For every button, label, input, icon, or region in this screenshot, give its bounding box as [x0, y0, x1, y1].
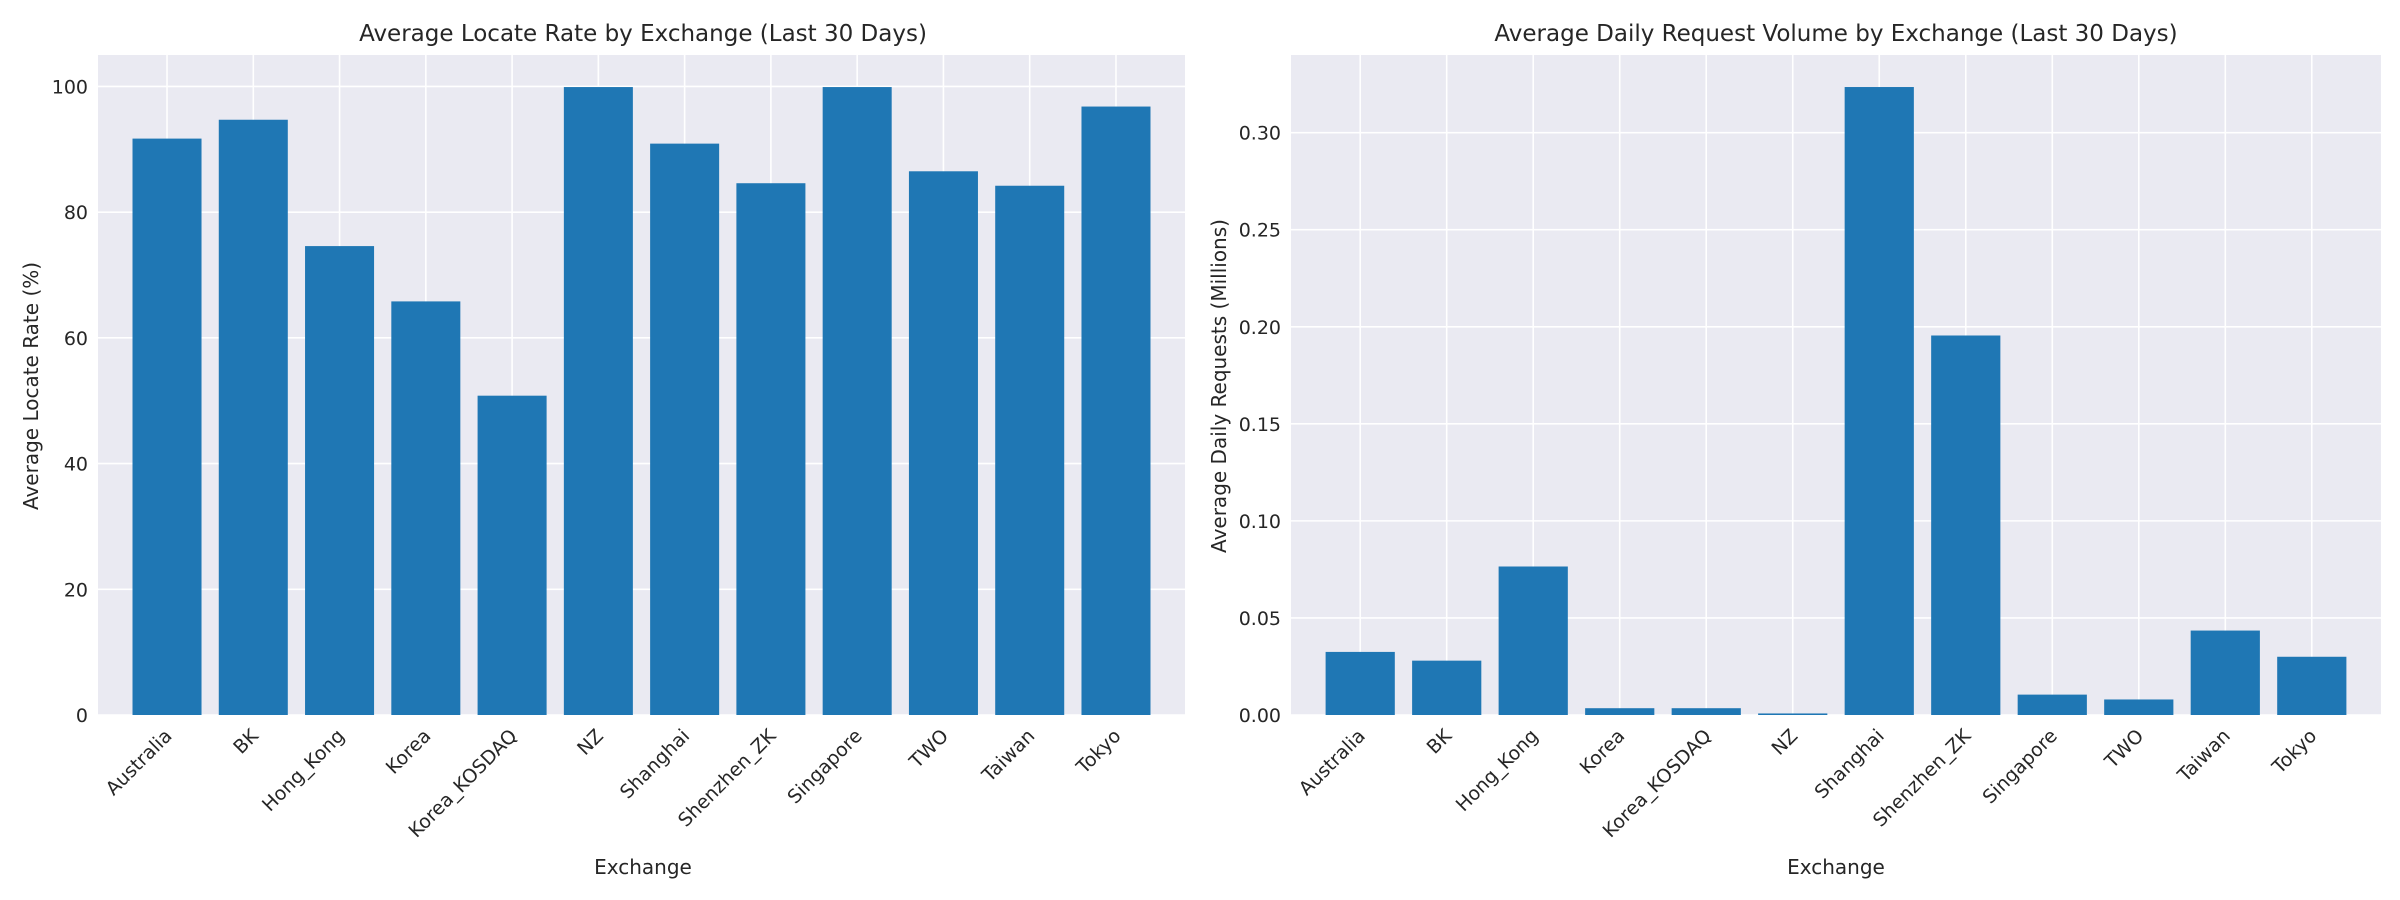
- chart-title: Average Locate Rate by Exchange (Last 30…: [359, 21, 927, 47]
- y-tick-label: 40: [64, 454, 88, 476]
- bar-taiwan: [2190, 630, 2260, 715]
- bar-korea: [1585, 708, 1655, 715]
- bar-taiwan: [995, 185, 1065, 715]
- y-axis-label: Average Locate Rate (%): [19, 262, 43, 510]
- y-tick-label: 100: [52, 76, 88, 98]
- bar-singapore: [822, 87, 892, 716]
- bar-singapore: [2017, 694, 2087, 715]
- y-tick-label: 0.00: [1239, 705, 1281, 727]
- bar-shanghai: [650, 143, 720, 716]
- y-tick-label: 0.25: [1239, 220, 1281, 242]
- y-tick-label: 0.05: [1239, 608, 1281, 630]
- bar-korea-kosdaq: [477, 395, 547, 715]
- chart-title: Average Daily Request Volume by Exchange…: [1494, 21, 2177, 47]
- bar-tokyo: [1081, 106, 1151, 716]
- bar-two: [908, 171, 978, 716]
- y-tick-labels: 0.00 0.05 0.10 0.15 0.20 0.25 0.30: [1239, 123, 1281, 727]
- y-tick-label: 0: [76, 705, 88, 727]
- locate-rate-chart: Average Locate Rate by Exchange (Last 30…: [19, 21, 1185, 879]
- bar-australia: [1325, 651, 1395, 715]
- y-tick-labels: 0 20 40 60 80 100: [52, 76, 88, 727]
- y-tick-label: 80: [64, 202, 88, 224]
- bar-nz: [563, 87, 633, 716]
- y-axis-label: Average Daily Requests (Millions): [1207, 219, 1231, 553]
- y-tick-label: 0.30: [1239, 123, 1281, 145]
- request-volume-chart: Average Daily Request Volume by Exchange…: [1207, 21, 2381, 879]
- bar-nz: [1758, 713, 1828, 715]
- bar-shenzhen-zk: [1931, 335, 2001, 715]
- y-tick-label: 0.15: [1239, 414, 1281, 436]
- y-tick-label: 0.10: [1239, 511, 1281, 533]
- bar-shenzhen-zk: [736, 183, 806, 715]
- bar-two: [2104, 699, 2174, 715]
- bars: [132, 87, 1151, 716]
- bar-hong-kong: [305, 246, 375, 716]
- bar-bk: [218, 119, 288, 715]
- gridlines: [1291, 55, 2381, 716]
- bar-hong-kong: [1498, 566, 1568, 715]
- bar-australia: [132, 138, 202, 716]
- bars: [1325, 87, 2347, 715]
- y-tick-label: 0.20: [1239, 317, 1281, 339]
- bar-korea: [391, 301, 461, 715]
- x-axis-label: Exchange: [1787, 855, 1885, 879]
- y-tick-label: 20: [64, 579, 88, 601]
- bar-shanghai: [1844, 87, 1914, 715]
- bar-bk: [1412, 660, 1482, 715]
- bar-tokyo: [2277, 656, 2347, 715]
- x-axis-label: Exchange: [594, 855, 692, 879]
- bar-korea-kosdaq: [1671, 708, 1741, 715]
- plot-area: [1291, 55, 2381, 715]
- y-tick-label: 60: [64, 328, 88, 350]
